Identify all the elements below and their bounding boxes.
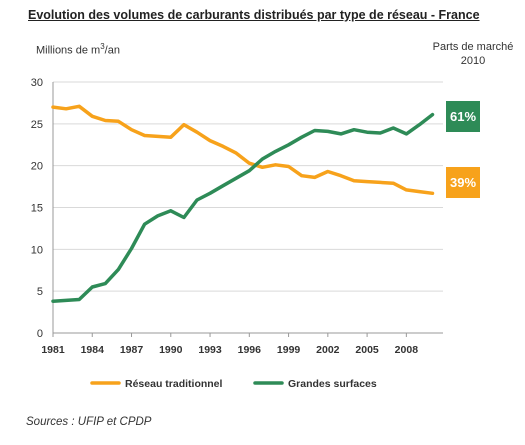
x-tick-label: 1984: [81, 344, 105, 356]
series-line: [51, 104, 435, 196]
source-note: Sources : UFIP et CPDP: [26, 416, 152, 428]
share-badge-grandes-surfaces: 61%: [446, 101, 480, 132]
market-share-heading: Parts de marché 2010: [432, 41, 514, 67]
x-tick-label: 1990: [159, 344, 183, 356]
x-tick-label: 2008: [395, 344, 419, 356]
legend-label: Réseau traditionnel: [125, 378, 223, 390]
y-tick-label: 30: [31, 77, 43, 89]
x-tick-label: 2002: [316, 344, 340, 356]
y-tick-label: 10: [31, 244, 43, 256]
x-tick-label: 1999: [277, 344, 301, 356]
x-tick-label: 1993: [198, 344, 222, 356]
y-tick-label: 20: [31, 161, 43, 173]
legend-label: Grandes surfaces: [288, 378, 377, 390]
y-tick-label: 5: [37, 286, 43, 298]
y-tick-label: 15: [31, 203, 43, 215]
share-badge-reseau-traditionnel: 39%: [446, 167, 480, 198]
y-axis-label: Millions de m3/an: [36, 42, 120, 57]
x-tick-label: 1996: [238, 344, 262, 356]
y-tick-label: 25: [31, 119, 43, 131]
series-line: [51, 112, 435, 303]
x-tick-label: 2005: [355, 344, 379, 356]
x-tick-label: 1981: [41, 344, 65, 356]
x-tick-label: 1987: [120, 344, 144, 356]
chart-title: Evolution des volumes de carburants dist…: [28, 8, 480, 22]
y-tick-label: 0: [37, 328, 43, 340]
